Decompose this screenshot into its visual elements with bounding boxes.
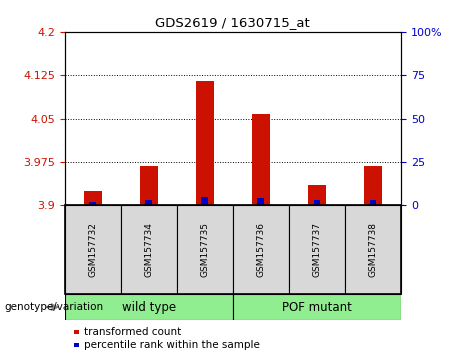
Bar [201,197,208,205]
Bar [364,166,382,205]
Text: transformed count: transformed count [84,327,181,337]
Text: wild type: wild type [122,301,176,314]
Bar [121,205,177,294]
Text: genotype/variation: genotype/variation [5,302,104,312]
Bar [65,294,233,320]
Bar [370,200,376,205]
Bar [74,330,79,334]
Title: GDS2619 / 1630715_at: GDS2619 / 1630715_at [155,16,310,29]
Text: GSM157735: GSM157735 [200,222,209,277]
Bar [345,205,401,294]
Text: GSM157737: GSM157737 [313,222,321,277]
Bar [74,343,79,347]
Bar [233,294,401,320]
Bar [233,205,289,294]
Text: GSM157734: GSM157734 [144,222,153,277]
Bar [65,205,121,294]
Bar [289,205,345,294]
Text: POF mutant: POF mutant [282,301,352,314]
Text: percentile rank within the sample: percentile rank within the sample [84,340,260,350]
Bar [145,200,152,205]
Text: GSM157736: GSM157736 [256,222,266,277]
Bar [140,166,158,205]
Bar [258,198,264,205]
Text: GSM157732: GSM157732 [88,222,97,277]
Bar [313,200,320,205]
Bar [83,191,101,205]
Bar [308,185,326,205]
Bar [177,205,233,294]
Bar [89,202,96,205]
Text: GSM157738: GSM157738 [368,222,378,277]
Bar [252,114,270,205]
Bar [196,81,214,205]
